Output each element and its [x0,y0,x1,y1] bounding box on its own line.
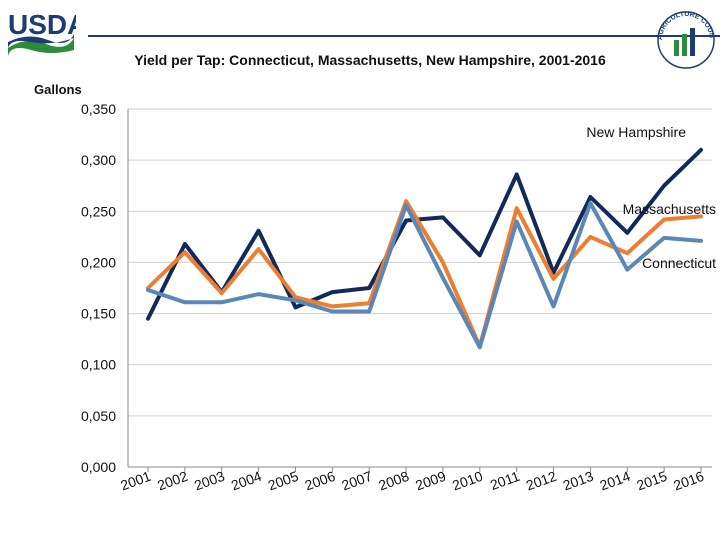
y-tick-label: 0,050 [81,408,116,424]
y-tick-label: 0,150 [81,306,116,322]
y-tick-label: 0,100 [81,357,116,373]
series-label-new-hampshire: New Hampshire [586,124,686,140]
x-tick-label: 2012 [524,468,559,494]
x-tick-label: 2008 [376,468,411,494]
series-line-connecticut [146,201,703,350]
x-tick-label: 2001 [118,468,153,494]
x-tick-label: 2015 [634,468,669,494]
series-label-connecticut: Connecticut [642,255,716,271]
y-tick-label: 0,200 [81,254,116,270]
x-tick-label: 2010 [450,468,485,494]
x-tick-label: 2014 [598,468,633,494]
y-tick-label: 0,000 [81,459,116,475]
x-tick-label: 2007 [339,468,374,494]
chart-title: Yield per Tap: Connecticut, Massachusett… [134,52,606,68]
y-tick-label: 0,350 [81,101,116,117]
x-tick-label: 2002 [155,468,190,494]
x-tick-label: 2006 [303,468,338,494]
y-tick-label: 0,300 [81,152,116,168]
x-tick-label: 2005 [266,468,301,494]
agriculture-counts-seal: AGRICULTURE COUNTS [650,1,720,70]
header-divider [88,35,720,37]
series-line-new-hampshire [146,147,703,321]
y-tick-label: 0,250 [81,203,116,219]
x-tick-label: 2011 [488,468,522,493]
series-line-massachusetts [146,199,703,349]
series-label-massachusetts: Massachusetts [623,201,716,217]
x-tick-label: 2009 [413,468,448,494]
x-tick-label: 2013 [561,468,596,494]
x-tick-label: 2016 [671,468,706,494]
x-tick-label: 2003 [192,468,227,494]
y-axis-unit-label: Gallons [34,82,82,97]
x-tick-label: 2004 [229,468,264,494]
